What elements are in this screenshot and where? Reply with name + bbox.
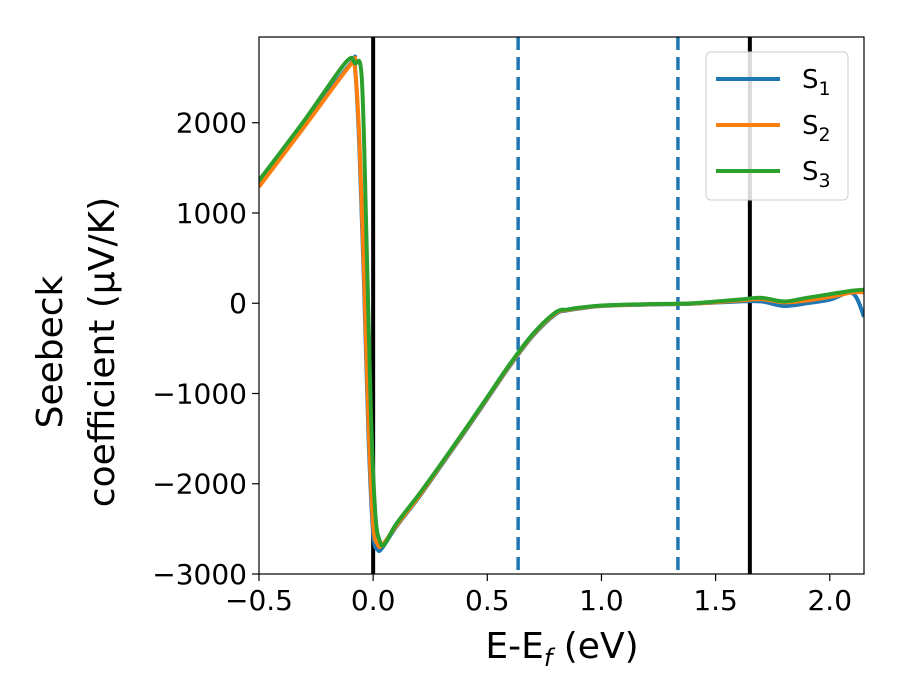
x-tick-label: 2.0 (807, 584, 852, 617)
y-tick-label: 2000 (176, 107, 247, 140)
y-tick-label: 1000 (176, 197, 247, 230)
plot-frame (258, 36, 865, 575)
legend-label-s3: S3 (802, 157, 831, 192)
y-axis-label-line2: coefficient (μV/K) (82, 197, 123, 507)
legend-label-s1: S1 (802, 65, 831, 100)
y-tick-label: 0 (229, 287, 247, 320)
series-line-s3 (259, 55, 864, 548)
y-tick-label: −2000 (152, 468, 247, 501)
x-axis-label: E-Ef (eV) (485, 626, 638, 672)
x-tick-label: 0.0 (351, 584, 396, 617)
x-tick-label: 1.5 (693, 584, 738, 617)
y-tick-label: −1000 (152, 377, 247, 410)
y-axis-label-line1: Seebeck (30, 275, 71, 428)
legend-label-s2: S2 (802, 111, 831, 146)
x-tick-label: 1.0 (579, 584, 624, 617)
y-tick-label: −3000 (152, 558, 247, 591)
x-tick-label: 0.5 (465, 584, 510, 617)
legend: S1 S2 S3 (705, 51, 849, 201)
series-lines (259, 54, 864, 554)
y-axis-label: Seebeck coefficient (μV/K) (30, 197, 123, 507)
x-tick-label: −0.5 (225, 584, 293, 617)
y-axis: −3000 −2000 −1000 0 1000 2000 (152, 107, 259, 591)
x-axis: −0.5 0.0 0.5 1.0 1.5 2.0 (225, 574, 852, 617)
